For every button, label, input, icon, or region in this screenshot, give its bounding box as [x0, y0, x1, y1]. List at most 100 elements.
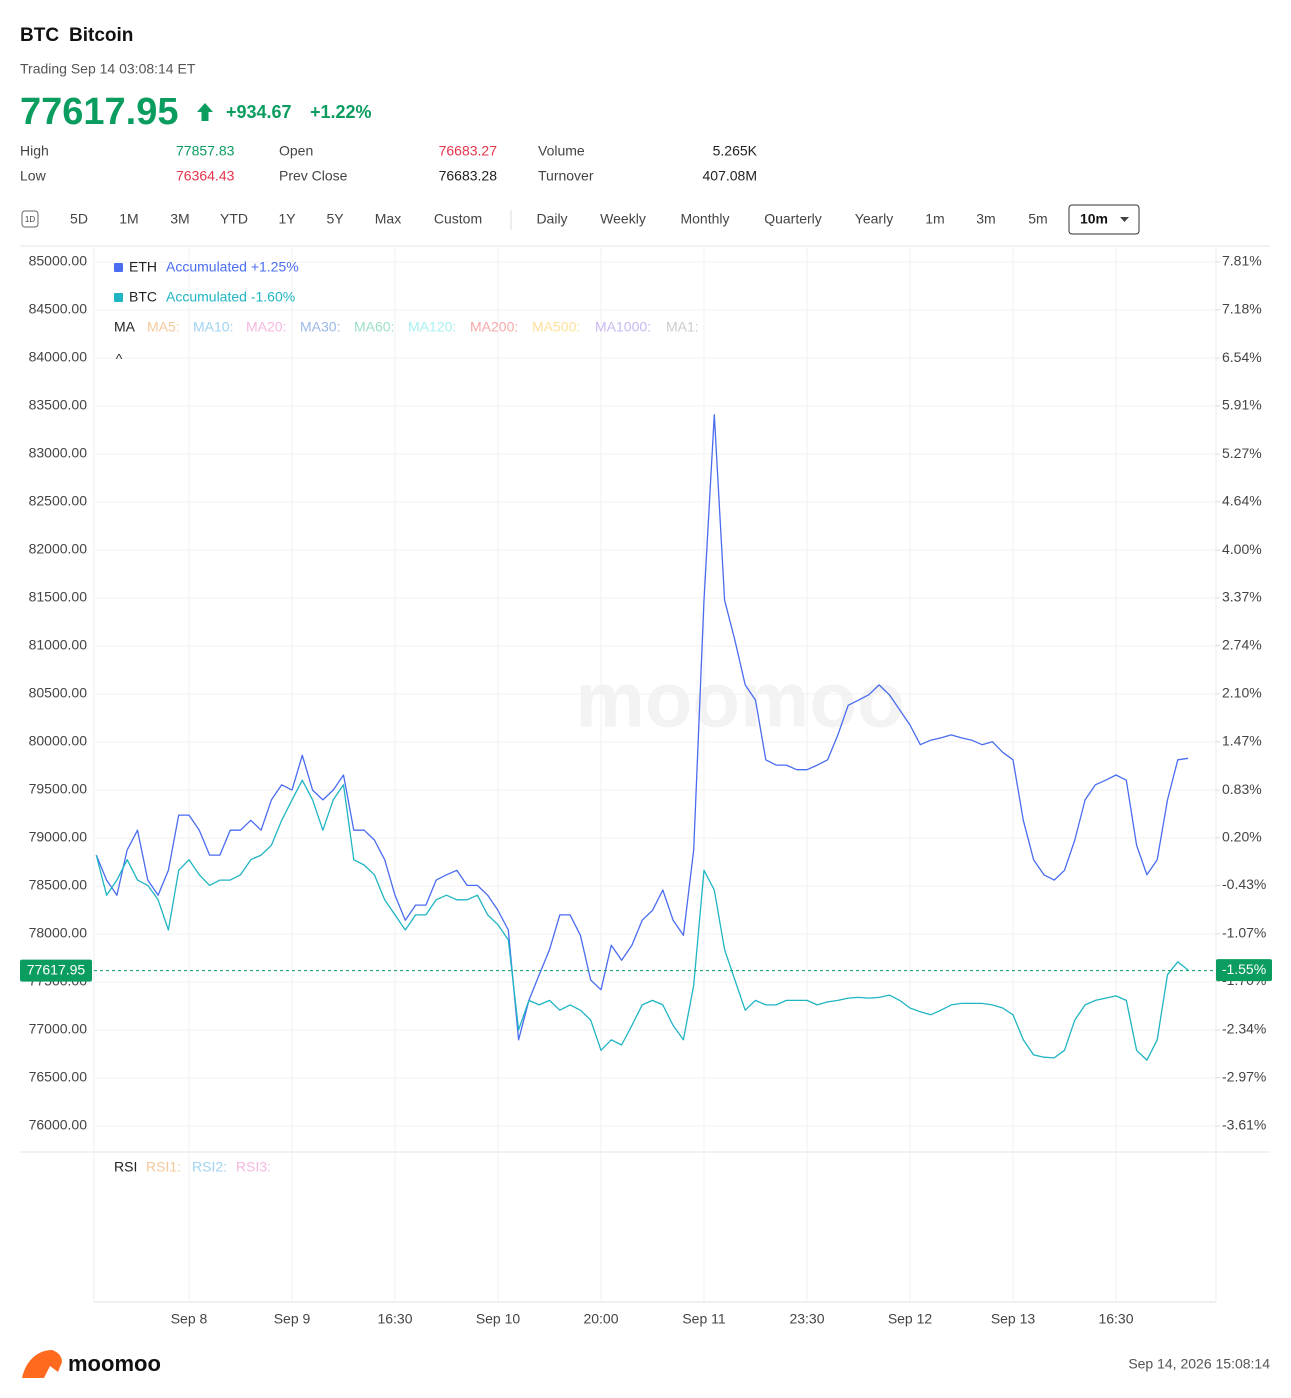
rsi-label: RSI2:: [192, 1159, 227, 1175]
ma-collapse[interactable]: ^: [116, 351, 123, 367]
range-tab[interactable]: Max: [375, 211, 401, 227]
current-price-badge: [20, 959, 92, 982]
y-tick-label: 82500.00: [29, 493, 88, 509]
dropdown-caret[interactable]: [1120, 217, 1129, 222]
y-tick-label: 76500.00: [29, 1069, 88, 1085]
range-tab[interactable]: 5D: [70, 211, 88, 227]
selected-tab[interactable]: 10m: [1080, 211, 1108, 227]
y-tick-label: 81000.00: [29, 637, 88, 653]
x-tick-label: 23:30: [789, 1311, 824, 1327]
rsi-label: RSI1:: [146, 1159, 181, 1175]
y2-tick-label: 7.81%: [1222, 253, 1262, 269]
stat-value: 76364.43: [176, 168, 235, 184]
y2-tick-label: 4.00%: [1222, 541, 1262, 557]
rsi-label: RSI3:: [236, 1159, 271, 1175]
stat-label: Volume: [538, 143, 585, 159]
y-tick-label: 81500.00: [29, 589, 88, 605]
legend-swatch: [114, 263, 123, 272]
stat-value: 76683.28: [439, 168, 498, 184]
stat-value: 407.08M: [703, 168, 757, 184]
y2-tick-label: 0.20%: [1222, 828, 1262, 844]
ma-label: MA500:: [532, 319, 580, 335]
period-tab[interactable]: 5m: [1028, 211, 1047, 227]
x-tick-label: Sep 12: [888, 1311, 933, 1327]
stat-value: 77857.83: [176, 143, 235, 159]
calendar-icon-label[interactable]: 1D: [25, 215, 35, 224]
y-tick-label: 79000.00: [29, 829, 88, 845]
y2-tick-label: 2.74%: [1222, 636, 1262, 652]
stat-label: Prev Close: [279, 168, 348, 184]
ma-label: MA30:: [300, 319, 340, 335]
legend-name: BTC: [129, 289, 157, 305]
x-tick-label: Sep 8: [171, 1311, 208, 1327]
current-price-label: 77617.95: [27, 961, 86, 977]
x-tick-label: 16:30: [377, 1311, 412, 1327]
current-change-label: -1.55%: [1222, 961, 1266, 977]
calendar-icon[interactable]: [21, 210, 39, 228]
y2-tick-label: 5.27%: [1222, 445, 1262, 461]
selected-tab-box[interactable]: [1068, 204, 1140, 235]
period-tab[interactable]: Monthly: [680, 211, 729, 227]
range-tab[interactable]: YTD: [220, 211, 248, 227]
stat-label: Turnover: [538, 168, 594, 184]
y2-tick-label: 3.37%: [1222, 589, 1262, 605]
symbol: BTC: [20, 25, 59, 46]
y2-tick-label: -3.61%: [1222, 1117, 1266, 1133]
y-tick-label: 85000.00: [29, 253, 88, 269]
x-tick-label: Sep 10: [476, 1311, 521, 1327]
period-tab[interactable]: Yearly: [855, 211, 893, 227]
y-tick-label: 83500.00: [29, 397, 88, 413]
range-tab[interactable]: 3M: [170, 211, 189, 227]
up-arrow: [197, 103, 213, 121]
stat-value: 5.265K: [713, 143, 758, 159]
y-tick-label: 77000.00: [29, 1021, 88, 1037]
ma-label: MA1:: [666, 319, 699, 335]
range-tab[interactable]: 1Y: [278, 211, 296, 227]
period-tab[interactable]: Weekly: [600, 211, 646, 227]
asset-name: Bitcoin: [69, 25, 133, 46]
stat-label: Open: [279, 143, 313, 159]
change-pct: +1.22%: [310, 102, 372, 122]
ma-label: MA200:: [470, 319, 518, 335]
stat-label: High: [20, 143, 49, 159]
watermark: moomoo: [575, 656, 904, 744]
y2-tick-label: -1.07%: [1222, 925, 1266, 941]
y2-tick-label: -2.34%: [1222, 1021, 1266, 1037]
series-line: [95, 779, 1189, 1061]
ma-label: MA1000:: [595, 319, 651, 335]
period-tab[interactable]: 3m: [976, 211, 995, 227]
y2-tick-label: -2.97%: [1222, 1068, 1266, 1084]
x-tick-label: Sep 9: [274, 1311, 311, 1327]
range-tab[interactable]: 5Y: [326, 211, 344, 227]
ma-label: MA5:: [147, 319, 180, 335]
rsi-title: RSI: [114, 1159, 137, 1175]
y-tick-label: 80000.00: [29, 733, 88, 749]
x-tick-label: Sep 11: [682, 1311, 726, 1327]
footer-brand: moomoo: [68, 1351, 161, 1376]
ma-label: MA120:: [408, 319, 456, 335]
ma-title: MA: [114, 319, 136, 335]
y-tick-label: 83000.00: [29, 445, 88, 461]
change: +934.67: [226, 102, 292, 122]
y-tick-label: 76000.00: [29, 1117, 88, 1133]
period-tab[interactable]: 1m: [925, 211, 944, 227]
legend-name: ETH: [129, 259, 157, 275]
y2-tick-label: 5.91%: [1222, 396, 1262, 412]
stat-value: 76683.27: [439, 143, 498, 159]
y2-tick-label: 2.10%: [1222, 685, 1262, 701]
legend-value: Accumulated -1.60%: [166, 289, 295, 305]
period-tab[interactable]: Quarterly: [764, 211, 822, 227]
period-tab[interactable]: Daily: [536, 211, 567, 227]
y2-tick-label: 4.64%: [1222, 493, 1262, 509]
ma-label: MA10:: [193, 319, 233, 335]
ma-label: MA20:: [246, 319, 286, 335]
y2-tick-label: 1.47%: [1222, 732, 1262, 748]
current-change-badge: [1216, 959, 1272, 982]
y2-tick-label: 7.18%: [1222, 300, 1262, 316]
range-tab[interactable]: Custom: [434, 211, 482, 227]
status: Trading Sep 14 03:08:14 ET: [20, 61, 196, 77]
range-tab[interactable]: 1M: [119, 211, 138, 227]
x-tick-label: 16:30: [1098, 1311, 1133, 1327]
